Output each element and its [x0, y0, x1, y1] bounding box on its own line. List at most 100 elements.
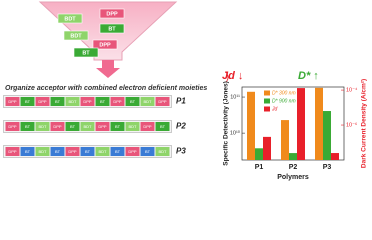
chain-block — [95, 147, 110, 156]
bar — [323, 111, 331, 160]
y-tick-label: 10¹¹ — [230, 95, 240, 101]
chain-block-label: BDT — [39, 124, 48, 129]
y2-tick-label: 10⁻⁴ — [346, 87, 358, 94]
chain-block — [155, 97, 170, 106]
chain-name: P3 — [176, 147, 186, 156]
chain-block-label: DPP — [98, 124, 107, 129]
chain-block — [50, 97, 65, 106]
chain-block — [65, 122, 80, 131]
chain-block-label: BT — [25, 149, 31, 154]
funnel-block — [63, 30, 89, 41]
caption: Organize acceptor with combined electron… — [5, 85, 207, 92]
funnel-block — [57, 13, 83, 24]
chain-block — [110, 122, 125, 131]
chain-block-label: BT — [25, 124, 31, 129]
y2-tick-label: 10⁻⁶ — [346, 121, 357, 128]
chain-block — [65, 147, 80, 156]
chain-block — [5, 97, 20, 106]
chain-block-label: BT — [25, 99, 31, 104]
chain-block — [140, 147, 155, 156]
funnel-block-label: DPP — [99, 42, 111, 48]
chain-block — [5, 147, 20, 156]
chain-block-label: BT — [130, 99, 136, 104]
legend-swatch — [264, 106, 270, 112]
chain-block-label: BT — [145, 149, 151, 154]
chain-block — [80, 122, 95, 131]
graphical-abstract: Organize acceptor with combined electron… — [3, 1, 368, 181]
chain-block — [110, 97, 125, 106]
legend-label: Jd — [271, 106, 278, 112]
y-axis-label: Specific Detectivity (Jones) — [223, 81, 230, 166]
annotation: Jd ↓ — [222, 70, 243, 82]
chain-block — [80, 147, 95, 156]
chain-name: P2 — [176, 122, 186, 131]
chain-block — [155, 122, 170, 131]
chain-block — [125, 122, 140, 131]
funnel-block — [73, 47, 99, 58]
chain-block-label: DPP — [83, 99, 92, 104]
chain-block-label: BDT — [99, 149, 108, 154]
chain-block — [125, 147, 140, 156]
chain-block-label: BT — [115, 149, 121, 154]
chain-block-label: BDT — [84, 124, 93, 129]
legend-label: D* 900 nm — [272, 98, 296, 104]
chain-block — [110, 147, 125, 156]
chain-name: P1 — [176, 97, 186, 106]
arrow — [96, 60, 120, 78]
funnel-block-label: BDT — [64, 16, 76, 22]
chain-block — [5, 122, 20, 131]
chain-block — [125, 97, 140, 106]
chain-block — [155, 147, 170, 156]
chain-block — [80, 97, 95, 106]
chain-block — [95, 122, 110, 131]
y2-axis-label: Dark Current Density (A/cm²) — [361, 79, 368, 168]
chain-block-label: DPP — [8, 124, 17, 129]
chain-block — [20, 147, 35, 156]
funnel-block — [99, 23, 125, 34]
chain-block-label: DPP — [8, 149, 17, 154]
chain-block — [140, 122, 155, 131]
funnel-block-label: BT — [82, 50, 90, 56]
chain-block-label: BDT — [159, 149, 168, 154]
chain-block — [35, 97, 50, 106]
bar — [247, 91, 255, 160]
chain-block-label: DPP — [38, 99, 47, 104]
funnel-block — [92, 39, 118, 50]
x-tick-label: P3 — [323, 164, 332, 171]
chain-block-label: BT — [160, 124, 166, 129]
chain-block — [35, 147, 50, 156]
chain-block — [50, 147, 65, 156]
bar — [331, 153, 339, 160]
chain-block-label: BT — [100, 99, 106, 104]
chain-block-label: BDT — [69, 99, 78, 104]
chain-block-label: DPP — [8, 99, 17, 104]
annotation-arrow-deco — [225, 71, 229, 83]
funnel-block-label: DPP — [106, 11, 118, 17]
chain-block-label: BT — [55, 99, 61, 104]
chain-block-label: DPP — [113, 99, 122, 104]
x-axis-label: Polymers — [277, 174, 309, 181]
chain-block — [95, 97, 110, 106]
funnel-block — [99, 8, 125, 19]
annotation: D* ↑ — [298, 70, 319, 82]
chain-block — [20, 122, 35, 131]
chain-block-label: BT — [85, 149, 91, 154]
chain-block-label: BDT — [39, 149, 48, 154]
chain-block — [50, 122, 65, 131]
legend-swatch — [264, 90, 270, 96]
y-tick-label: 10¹⁰ — [230, 130, 241, 137]
chain-block-label: DPP — [128, 149, 137, 154]
chain-block-label: BT — [115, 124, 121, 129]
funnel-block-label: BDT — [70, 33, 82, 39]
bar — [315, 87, 323, 160]
chain-block-label: BDT — [144, 99, 153, 104]
chain-block-label: BT — [70, 124, 76, 129]
legend-swatch — [264, 98, 270, 104]
chain-block — [65, 97, 80, 106]
chain-block — [140, 97, 155, 106]
chain-block-label: BT — [55, 149, 61, 154]
chain-block — [35, 122, 50, 131]
chain-block-label: DPP — [158, 99, 167, 104]
bar — [289, 153, 297, 160]
x-tick-label: P2 — [289, 164, 298, 171]
